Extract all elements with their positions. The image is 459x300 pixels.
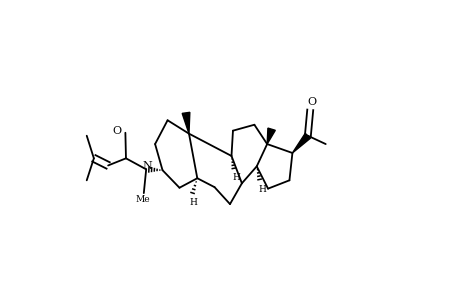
Polygon shape — [292, 134, 310, 153]
Text: O: O — [307, 98, 316, 107]
Polygon shape — [267, 128, 275, 144]
Text: H: H — [258, 185, 266, 194]
Text: N: N — [142, 161, 152, 171]
Text: H: H — [189, 198, 196, 207]
Text: H: H — [232, 173, 240, 182]
Text: Me: Me — [134, 195, 149, 204]
Polygon shape — [182, 112, 190, 134]
Text: O: O — [112, 126, 121, 136]
